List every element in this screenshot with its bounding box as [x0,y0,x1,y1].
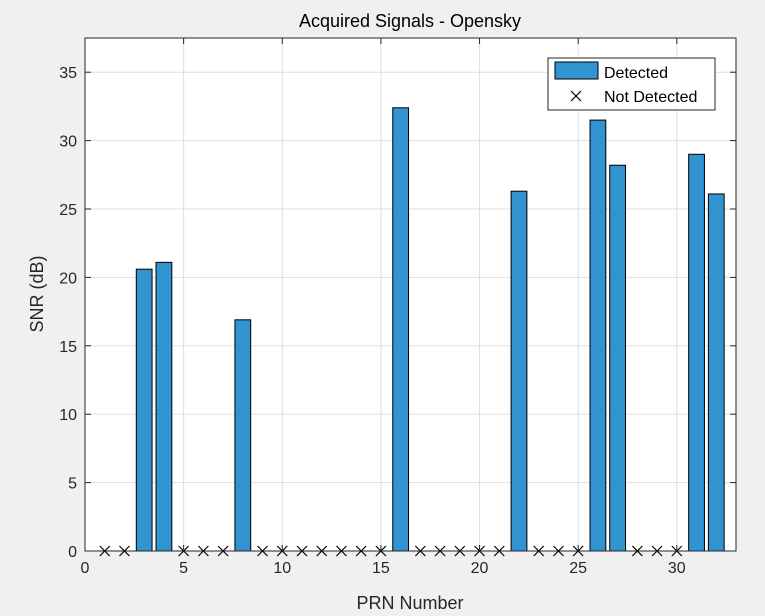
x-tick-label: 10 [273,560,291,577]
y-tick-label: 0 [68,544,77,561]
x-axis-label: PRN Number [356,593,463,613]
bar-prn-3 [135,268,153,552]
plot-frame [84,37,737,552]
grid [84,38,736,552]
y-tick-label: 20 [59,270,77,287]
bar-prn-31 [688,153,705,552]
x-tick-label: 5 [179,560,188,577]
y-tick-label: 10 [59,407,77,424]
bar-prn-4 [155,261,173,552]
bar-prn-32 [707,193,725,552]
legend-marker-not-detected [570,90,582,102]
y-tick-label: 30 [59,134,77,151]
x-tick-label: 0 [81,560,90,577]
x-tick-label: 15 [372,560,390,577]
bar-prn-16 [392,107,410,552]
chart-title: Acquired Signals - Opensky [299,11,521,31]
x-tick-label: 30 [668,560,686,577]
bar-prn-27 [609,164,627,552]
x-tick-label: 25 [569,560,587,577]
y-tick-label: 5 [68,476,77,493]
legend-label-detected: Detected [604,65,668,82]
legend: Detected Not Detected [547,57,716,111]
bar-prn-22 [510,190,528,552]
y-ticks: 0 5 10 15 20 25 30 35 [59,65,736,561]
x-tick-label: 20 [471,560,489,577]
y-tick-label: 25 [59,202,77,219]
x-ticks: 0 5 10 15 20 25 30 [81,38,686,577]
y-axis-label: SNR (dB) [27,255,47,332]
legend-swatch-detected [554,61,599,80]
bar-prn-8 [234,319,252,552]
y-tick-label: 15 [59,339,77,356]
legend-label-not-detected: Not Detected [604,89,697,106]
bar-prn-26 [589,119,607,552]
plot-area [85,38,736,551]
y-tick-label: 35 [59,65,77,82]
